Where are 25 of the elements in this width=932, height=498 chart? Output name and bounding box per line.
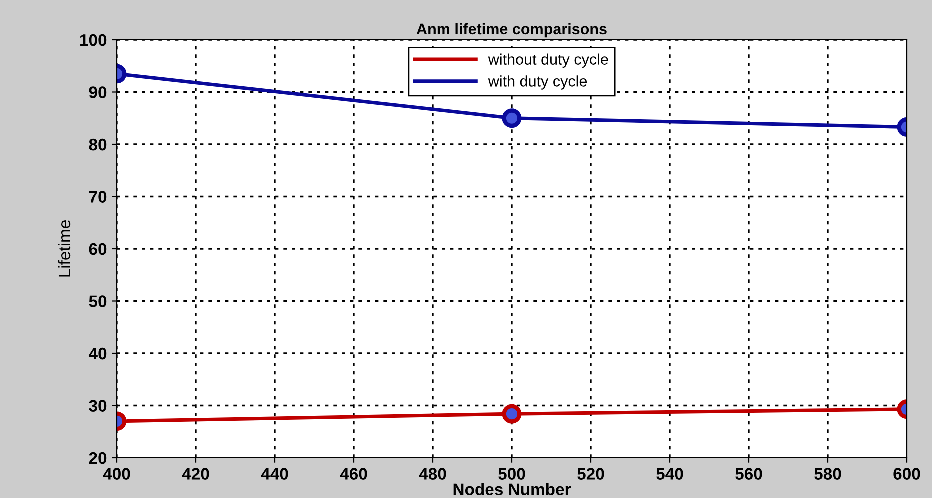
y-tick-label: 60 xyxy=(89,243,107,256)
x-tick-label: 580 xyxy=(814,468,842,480)
legend-label: without duty cycle xyxy=(488,54,608,68)
x-tick-label: 520 xyxy=(578,468,604,480)
x-tick-label: 540 xyxy=(656,468,684,480)
y-axis-title: Lifetime xyxy=(58,220,71,277)
x-tick-label: 480 xyxy=(419,468,446,480)
x-tick-label: 400 xyxy=(103,468,130,480)
x-tick-label: 560 xyxy=(736,468,762,480)
x-tick-label: 600 xyxy=(894,468,920,480)
y-tick-label: 70 xyxy=(89,191,107,203)
x-tick-label: 420 xyxy=(182,468,210,480)
legend-label: with duty cycle xyxy=(488,76,588,90)
y-tick-label: 100 xyxy=(80,34,107,46)
y-tick-label: 50 xyxy=(89,296,107,308)
y-tick-label: 90 xyxy=(89,86,107,98)
y-tick-label: 30 xyxy=(89,400,107,412)
x-tick-label: 460 xyxy=(340,468,368,480)
y-tick-label: 40 xyxy=(88,348,107,360)
y-tick-label: 80 xyxy=(89,138,107,151)
x-tick-label: 440 xyxy=(261,468,288,480)
x-axis-title: Nodes Number xyxy=(454,483,572,496)
y-tick-label: 20 xyxy=(89,452,107,464)
chart-title: Anm lifetime comparisons xyxy=(416,23,607,38)
x-tick-label: 500 xyxy=(498,468,526,480)
